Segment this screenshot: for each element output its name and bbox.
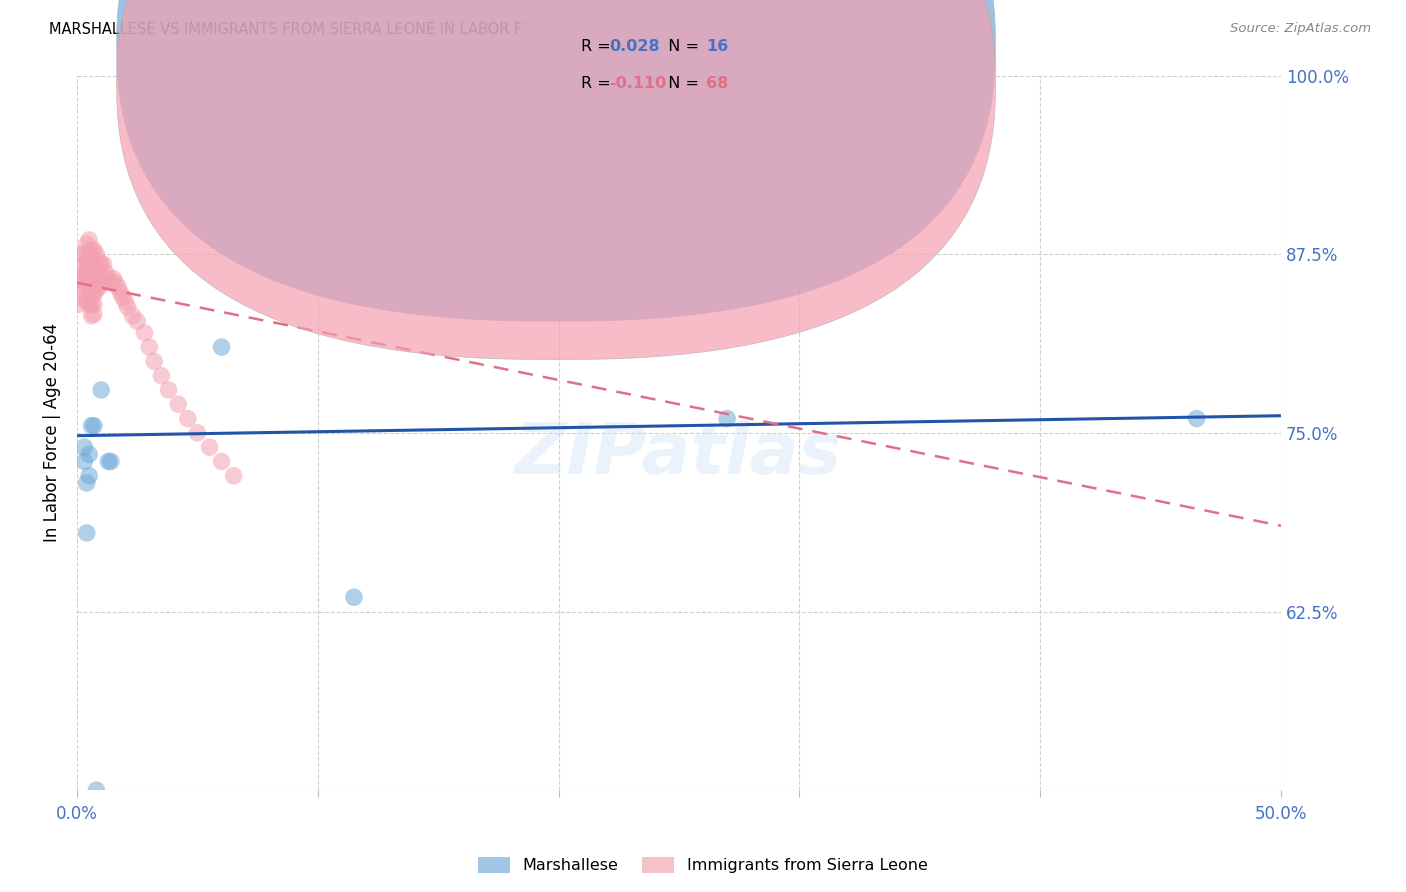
- Point: [343, 591, 366, 605]
- Point: [211, 340, 233, 354]
- Point: [198, 440, 221, 454]
- Point: [150, 368, 173, 383]
- Point: [76, 475, 98, 490]
- Text: R =: R =: [581, 77, 616, 91]
- Point: [127, 314, 149, 328]
- Point: [104, 276, 127, 290]
- Point: [73, 290, 96, 304]
- Point: [70, 247, 93, 261]
- Y-axis label: In Labor Force | Age 20-64: In Labor Force | Age 20-64: [44, 323, 60, 542]
- Point: [77, 297, 100, 311]
- Point: [77, 247, 100, 261]
- Point: [83, 243, 105, 257]
- Point: [134, 326, 156, 340]
- Text: ZIPatlas: ZIPatlas: [516, 420, 842, 489]
- Point: [186, 425, 208, 440]
- Point: [70, 283, 93, 297]
- Point: [76, 237, 98, 252]
- Point: [83, 254, 105, 268]
- Point: [87, 266, 110, 280]
- Point: [73, 266, 96, 280]
- Point: [100, 454, 122, 468]
- Point: [80, 418, 103, 433]
- Point: [83, 287, 105, 301]
- Point: [80, 276, 103, 290]
- Point: [70, 268, 93, 283]
- Point: [80, 266, 103, 280]
- Point: [69, 276, 91, 290]
- Point: [716, 411, 738, 425]
- Point: [86, 283, 108, 297]
- Point: [83, 418, 105, 433]
- Point: [77, 468, 100, 483]
- Point: [76, 280, 98, 294]
- Point: [83, 266, 105, 280]
- Point: [86, 247, 108, 261]
- Point: [167, 397, 190, 411]
- Point: [83, 277, 105, 292]
- Point: [143, 354, 166, 368]
- Point: [80, 243, 103, 257]
- Text: 0.028: 0.028: [609, 39, 659, 54]
- Point: [73, 257, 96, 271]
- Point: [77, 233, 100, 247]
- Text: R =: R =: [581, 39, 616, 54]
- Point: [73, 247, 96, 261]
- Point: [90, 276, 112, 290]
- Point: [94, 266, 117, 280]
- Text: N =: N =: [658, 39, 704, 54]
- Point: [73, 271, 96, 285]
- Text: 16: 16: [706, 39, 728, 54]
- Point: [77, 447, 100, 461]
- Point: [83, 297, 105, 311]
- Point: [77, 280, 100, 294]
- Point: [73, 440, 96, 454]
- Point: [93, 257, 115, 271]
- Legend: Marshallese, Immigrants from Sierra Leone: Marshallese, Immigrants from Sierra Leon…: [471, 850, 935, 880]
- Point: [87, 280, 110, 294]
- Point: [177, 411, 200, 425]
- Point: [86, 783, 108, 797]
- Point: [93, 276, 115, 290]
- Point: [110, 285, 132, 300]
- Point: [111, 290, 134, 304]
- Point: [80, 285, 103, 300]
- Point: [76, 294, 98, 309]
- Point: [211, 454, 233, 468]
- Point: [222, 468, 245, 483]
- Point: [69, 297, 91, 311]
- Point: [83, 307, 105, 321]
- Text: Source: ZipAtlas.com: Source: ZipAtlas.com: [1230, 22, 1371, 36]
- Text: -0.110: -0.110: [609, 77, 666, 91]
- Point: [1185, 411, 1208, 425]
- Point: [121, 309, 143, 323]
- Point: [87, 254, 110, 268]
- Point: [77, 268, 100, 283]
- Point: [80, 309, 103, 323]
- Text: N =: N =: [658, 77, 704, 91]
- Point: [80, 254, 103, 268]
- Point: [107, 280, 129, 294]
- Point: [86, 266, 108, 280]
- Point: [138, 340, 160, 354]
- Point: [77, 257, 100, 271]
- Point: [157, 383, 180, 397]
- Point: [100, 276, 122, 290]
- Point: [80, 297, 103, 311]
- Point: [97, 271, 120, 285]
- Point: [97, 454, 120, 468]
- Point: [90, 257, 112, 271]
- Point: [114, 294, 136, 309]
- Point: [76, 525, 98, 540]
- Point: [76, 266, 98, 280]
- Point: [90, 383, 112, 397]
- Text: 68: 68: [706, 77, 728, 91]
- Point: [76, 254, 98, 268]
- Point: [73, 454, 96, 468]
- Point: [117, 300, 139, 314]
- Text: MARSHALLESE VS IMMIGRANTS FROM SIERRA LEONE IN LABOR FORCE | AGE 20-64 CORRELATI: MARSHALLESE VS IMMIGRANTS FROM SIERRA LE…: [49, 22, 817, 38]
- Point: [103, 271, 125, 285]
